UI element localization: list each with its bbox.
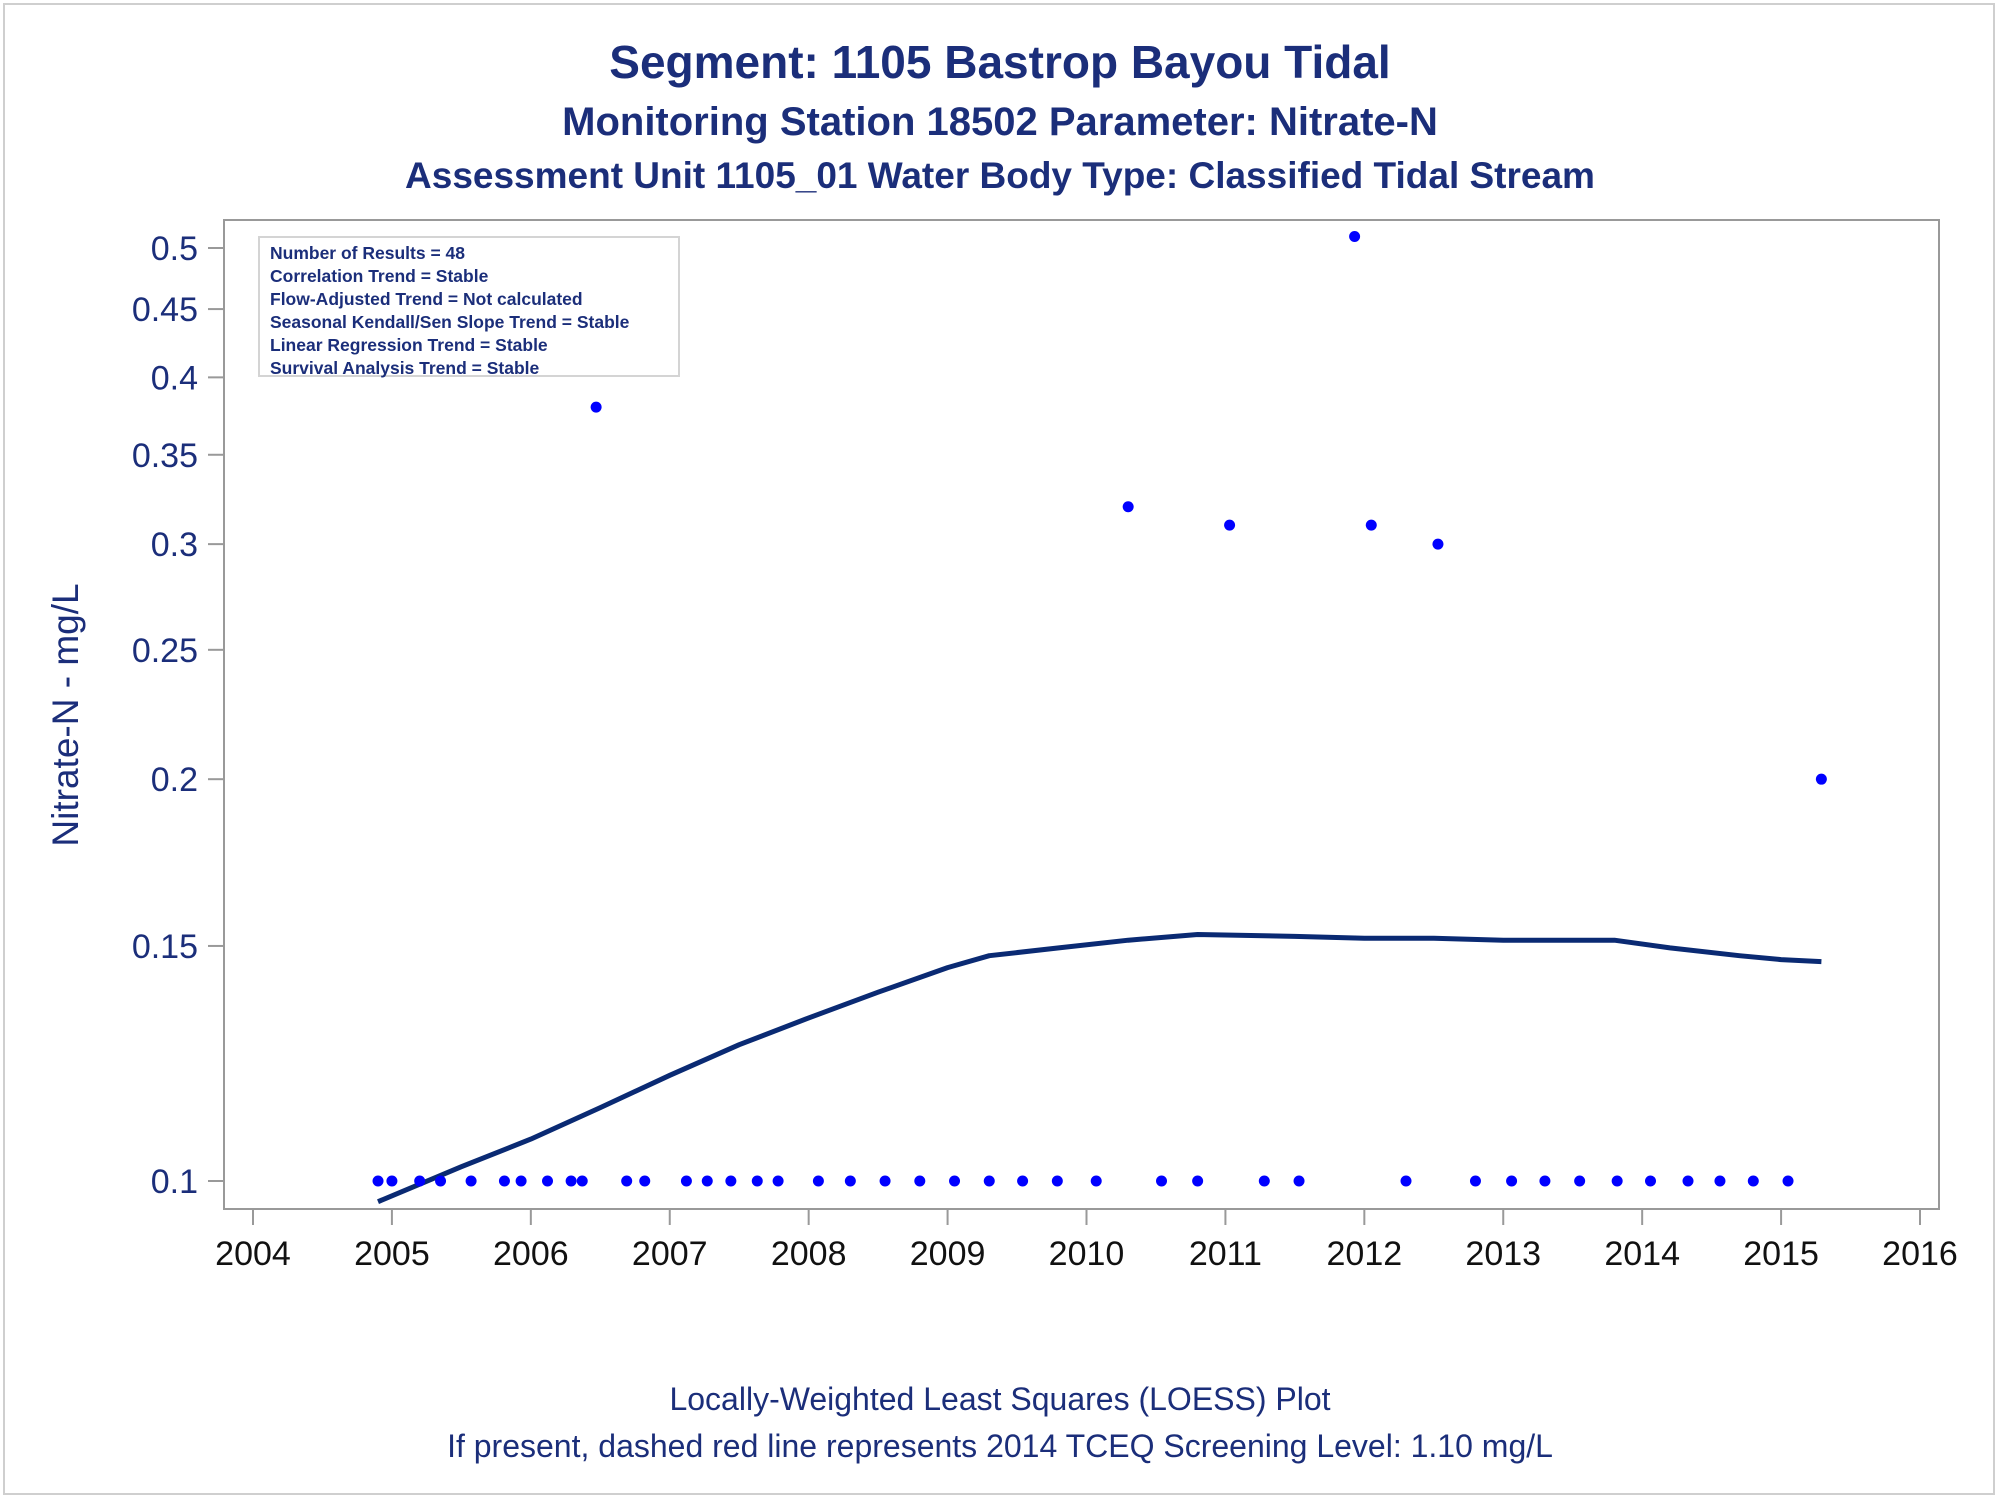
x-tick-label: 2011 — [1189, 1235, 1262, 1273]
x-tick-label: 2004 — [215, 1235, 291, 1273]
data-point — [1574, 1175, 1586, 1187]
x-tick-label: 2009 — [910, 1235, 986, 1273]
loess-layer — [377, 932, 1822, 1205]
data-point — [1714, 1175, 1726, 1187]
footnote-screening-level: If present, dashed red line represents 2… — [447, 1428, 1553, 1464]
x-tick-label: 2015 — [1743, 1235, 1819, 1273]
data-point — [621, 1175, 633, 1187]
data-point — [812, 1175, 824, 1187]
data-point — [1365, 519, 1377, 531]
data-point — [1432, 538, 1444, 550]
info-line-flow-adjusted: Flow-Adjusted Trend = Not calculated — [270, 289, 583, 309]
x-tick-label: 2010 — [1049, 1235, 1125, 1273]
plot-border — [223, 219, 1940, 1210]
data-point — [1051, 1175, 1063, 1187]
data-point — [1090, 1175, 1102, 1187]
chart-subtitle-station: Monitoring Station 18502 Parameter: Nitr… — [562, 100, 1438, 144]
x-tick-label: 2013 — [1465, 1235, 1541, 1273]
data-point — [914, 1175, 926, 1187]
data-point — [949, 1175, 961, 1187]
y-axis: 0.1 0.15 0.2 0.25 0.3 0.35 0.4 0.45 0.5 — [132, 230, 224, 1201]
chart-title: Segment: 1105 Bastrop Bayou Tidal — [609, 36, 1391, 88]
data-point — [1682, 1175, 1694, 1187]
info-line-survival: Survival Analysis Trend = Stable — [270, 358, 540, 378]
info-line-linear-regression: Linear Regression Trend = Stable — [270, 335, 548, 355]
x-tick-label: 2014 — [1604, 1235, 1680, 1273]
data-point — [1469, 1175, 1481, 1187]
data-point — [701, 1175, 713, 1187]
data-point — [1539, 1175, 1551, 1187]
info-line-correlation: Correlation Trend = Stable — [270, 266, 489, 286]
data-point — [576, 1175, 588, 1187]
data-point — [414, 1175, 426, 1187]
x-tick-label: 2012 — [1327, 1235, 1403, 1273]
data-point — [1400, 1175, 1412, 1187]
info-line-results: Number of Results = 48 — [270, 243, 465, 263]
x-tick-label: 2007 — [632, 1235, 708, 1273]
loess-line — [377, 932, 1822, 1205]
footnote-loess: Locally-Weighted Least Squares (LOESS) P… — [669, 1381, 1331, 1417]
chart-subtitle-assessment: Assessment Unit 1105_01 Water Body Type:… — [405, 155, 1595, 196]
data-point — [725, 1175, 737, 1187]
data-point — [1017, 1175, 1029, 1187]
x-tick-label: 2008 — [771, 1235, 847, 1273]
data-point — [1611, 1175, 1623, 1187]
y-tick-label: 0.4 — [151, 359, 198, 397]
data-point — [1349, 231, 1361, 243]
data-point — [1782, 1175, 1794, 1187]
data-point — [590, 401, 602, 413]
y-tick-label: 0.15 — [132, 928, 198, 966]
data-point — [1192, 1175, 1204, 1187]
data-point — [542, 1175, 554, 1187]
x-tick-label: 2005 — [354, 1235, 430, 1273]
data-point — [879, 1175, 891, 1187]
data-point — [498, 1175, 510, 1187]
data-point — [1258, 1175, 1270, 1187]
trend-info-box: Number of Results = 48 Correlation Trend… — [258, 236, 680, 378]
data-point — [1747, 1175, 1759, 1187]
y-tick-label: 0.1 — [151, 1163, 198, 1201]
data-point — [515, 1175, 527, 1187]
y-tick-label: 0.2 — [151, 761, 198, 799]
y-tick-label: 0.3 — [151, 526, 198, 564]
info-line-seasonal-kendall: Seasonal Kendall/Sen Slope Trend = Stabl… — [270, 312, 630, 332]
x-axis: 2004 2005 2006 2007 2008 2009 2010 2011 2012 2013… — [215, 1209, 1958, 1273]
data-point — [983, 1175, 995, 1187]
y-tick-label: 0.45 — [132, 291, 198, 329]
data-point — [772, 1175, 784, 1187]
data-point — [372, 1175, 384, 1187]
data-point — [465, 1175, 477, 1187]
y-axis-label: Nitrate-N - mg/L — [45, 583, 86, 846]
data-point — [1506, 1175, 1518, 1187]
data-point — [1156, 1175, 1168, 1187]
data-point — [680, 1175, 692, 1187]
plot-area — [223, 219, 1940, 1210]
data-point — [751, 1175, 763, 1187]
data-point — [1645, 1175, 1657, 1187]
y-tick-label: 0.35 — [132, 437, 198, 475]
points-layer — [372, 231, 1827, 1187]
y-tick-label: 0.25 — [132, 632, 198, 670]
data-point — [565, 1175, 577, 1187]
data-point — [435, 1175, 447, 1187]
data-point — [1293, 1175, 1305, 1187]
y-tick-label: 0.5 — [151, 230, 198, 268]
data-point — [1224, 519, 1236, 531]
data-point — [386, 1175, 398, 1187]
data-point — [844, 1175, 856, 1187]
data-point — [1122, 501, 1134, 513]
data-point — [639, 1175, 651, 1187]
data-point — [1815, 773, 1827, 785]
x-tick-label: 2006 — [493, 1235, 569, 1273]
x-tick-label: 2016 — [1882, 1235, 1958, 1273]
